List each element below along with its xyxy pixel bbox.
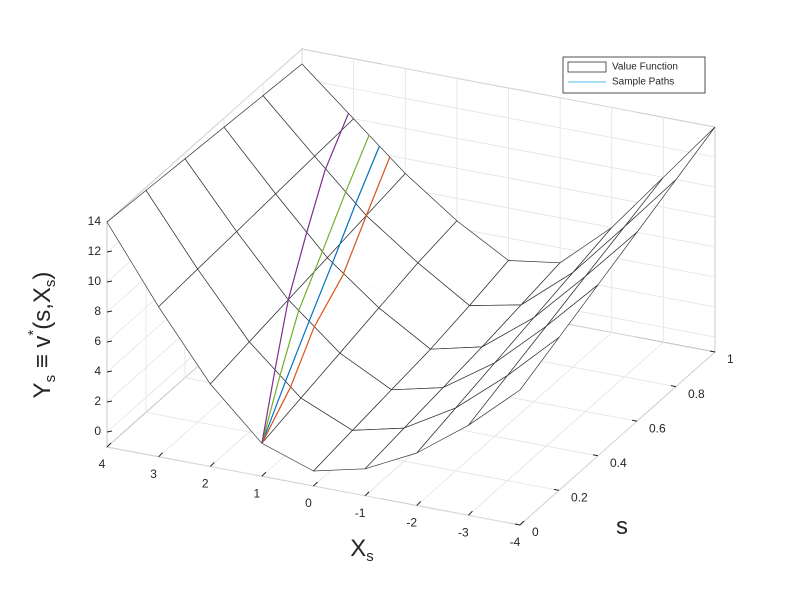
x-tick-label: -1 — [355, 506, 366, 520]
z-tick-label: 6 — [94, 334, 101, 348]
sample-path — [261, 145, 380, 444]
z-axis-label-part: (s,X — [29, 287, 56, 330]
x-tick — [364, 491, 370, 497]
grid-line — [301, 108, 716, 188]
x-tick — [209, 462, 215, 467]
y-tick-label: 1 — [727, 352, 734, 366]
y-axis-label-part: s — [616, 513, 628, 540]
z-axis-label-part: s — [42, 375, 59, 383]
grid-line — [301, 48, 716, 128]
sample-path — [261, 156, 391, 444]
x-tick — [519, 520, 525, 526]
z-tick — [106, 250, 113, 253]
x-tick — [261, 471, 267, 477]
y-axis-label: s — [616, 513, 628, 540]
y-tick — [709, 350, 716, 353]
x-tick-label: 2 — [202, 477, 209, 491]
legend-swatch — [567, 61, 607, 73]
x-tick — [313, 481, 318, 487]
x-tick-label: -2 — [406, 516, 417, 530]
y-tick-label: 0.8 — [688, 387, 705, 401]
legend-label: Value Function — [612, 62, 678, 73]
z-tick-label: 4 — [94, 364, 101, 378]
z-tick-label: 10 — [88, 274, 102, 288]
sample-path — [261, 113, 350, 444]
x-tick-label: 4 — [99, 457, 106, 471]
z-tick-label: 8 — [94, 304, 101, 318]
x-tick-label: 1 — [254, 486, 261, 500]
x-axis-label-part: s — [366, 548, 374, 565]
x-axis-label-part: X — [350, 535, 366, 562]
z-tick-label: 12 — [88, 244, 102, 258]
x-tick — [468, 510, 473, 516]
y-tick-label: 0 — [532, 525, 539, 539]
z-axis-label: Ys ≡ v*(s,Xs) — [25, 272, 59, 399]
z-axis-label-part: s — [42, 280, 59, 288]
z-axis-label-part: Y — [29, 382, 56, 398]
y-tick-label: 0.2 — [571, 491, 588, 505]
y-tick — [514, 523, 521, 526]
y-tick — [631, 419, 638, 422]
x-tick-label: -4 — [510, 535, 521, 549]
grid-line — [519, 351, 716, 526]
y-tick — [553, 488, 560, 491]
z-axis-label-part: ) — [29, 272, 56, 280]
y-tick — [592, 454, 599, 457]
x-tick — [106, 442, 112, 448]
x-tick — [416, 501, 422, 506]
z-tick-label: 2 — [94, 394, 101, 408]
sample-path — [261, 134, 370, 444]
x-tick-label: 0 — [305, 496, 312, 510]
grid-line — [468, 341, 664, 516]
z-tick-label: 0 — [94, 424, 101, 438]
z-tick — [106, 280, 113, 283]
z-axis-label-part: ≡ v — [29, 336, 56, 375]
z-tick — [106, 400, 113, 403]
x-axis-label: Xs — [350, 535, 374, 565]
grid-line — [416, 332, 613, 506]
legend-label: Sample Paths — [612, 77, 674, 88]
z-tick — [106, 430, 113, 433]
x-tick-label: -3 — [458, 525, 469, 539]
legend: Value Function Sample Paths — [562, 56, 706, 94]
z-tick — [106, 340, 113, 343]
grid-line — [106, 48, 303, 223]
x-tick — [158, 452, 163, 458]
surface-patch — [468, 337, 560, 426]
z-axis-label-part: * — [25, 330, 42, 336]
grid-line — [301, 78, 716, 158]
y-tick — [670, 385, 677, 388]
z-tick-label: 14 — [88, 214, 102, 228]
z-tick — [106, 310, 113, 313]
y-tick-label: 0.6 — [649, 421, 666, 435]
z-tick — [106, 370, 113, 373]
x-tick-label: 3 — [150, 467, 157, 481]
y-tick-label: 0.4 — [610, 456, 627, 470]
